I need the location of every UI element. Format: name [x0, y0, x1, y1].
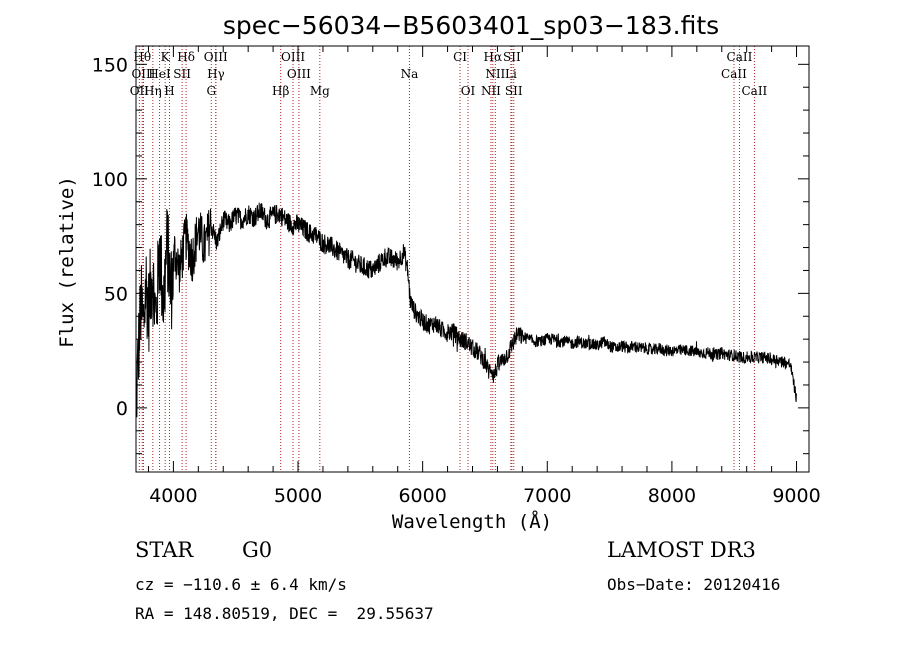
x-tick-label: 7000	[523, 485, 571, 507]
spectral-line-labels: OII Hθ OIII Hη HeI K H SII Hδ G OIII Hγ Hβ OIII OIII Mg…	[130, 50, 768, 98]
spectral-line-label: CaII	[721, 67, 747, 81]
axis-ticks	[136, 46, 809, 472]
spectral-line-label: SII	[505, 84, 523, 98]
spectral-line-label: SII	[173, 67, 191, 81]
y-axis-label: Flux (relative)	[56, 176, 78, 348]
x-axis-label: Wavelength (Å)	[392, 510, 552, 533]
spectral-line-label: Na	[401, 67, 419, 81]
spectral-line-label: NII	[485, 67, 505, 81]
spectral-line-label: OIII	[281, 50, 305, 64]
spectral-line-label: H	[164, 84, 174, 98]
x-tick-label: 5000	[274, 485, 322, 507]
plot-frame	[135, 45, 810, 473]
spectral-line-label: SII	[503, 50, 521, 64]
spectral-line-label: Hα	[484, 50, 503, 64]
spectral-line-label: OIII	[287, 67, 311, 81]
x-tick-label: 4000	[149, 485, 197, 507]
spectral-line-label: CaII	[741, 84, 767, 98]
survey-name: LAMOST DR3	[607, 538, 756, 562]
spectral-line-label: HeI	[148, 67, 171, 81]
redshift-cz: cz = −110.6 ± 6.4 km/s	[135, 575, 347, 594]
x-tick-label: 6000	[398, 485, 446, 507]
spectral-line-label: OII	[130, 84, 150, 98]
spectral-line-label: Hγ	[207, 67, 225, 81]
coordinates: RA = 148.80519, DEC = 29.55637	[135, 604, 434, 623]
spectral-line-label: CaII	[727, 50, 753, 64]
spectrum-line	[135, 202, 797, 418]
x-tick-label: 9000	[772, 485, 820, 507]
spectral-line-label: Hβ	[272, 84, 289, 98]
spectral-line-label: Hθ	[133, 50, 151, 64]
observation-date: Obs−Date: 20120416	[607, 575, 781, 594]
x-tick-label: 8000	[648, 485, 696, 507]
spectral-line-label: OIII	[131, 67, 155, 81]
spectral-line-label: NII	[481, 84, 501, 98]
axis-tick-labels: 4000 5000 6000 7000 8000 9000 0 50 100 150	[92, 54, 821, 507]
spectral-line-label: Hδ	[177, 50, 195, 64]
y-tick-label: 0	[116, 398, 128, 420]
chart-title: spec−56034−B5603401_sp03−183.fits	[223, 11, 719, 40]
spectral-line-label: Li	[505, 67, 517, 81]
y-tick-label: 100	[92, 169, 128, 191]
y-tick-label: 50	[104, 283, 128, 305]
spectral-line-label: G	[206, 84, 216, 98]
spectral-line-label: OIII	[204, 50, 228, 64]
spectral-line-markers	[138, 46, 755, 472]
spectral-line-label: K	[161, 50, 171, 64]
spectral-line-label: OI	[461, 84, 476, 98]
object-subclass: G0	[242, 538, 273, 562]
spectral-line-label: CI	[453, 50, 467, 64]
object-class: STAR	[135, 538, 194, 562]
spectral-line-label: Hη	[144, 84, 162, 98]
spectral-line-label: Mg	[310, 84, 330, 98]
y-tick-label: 150	[92, 54, 128, 76]
